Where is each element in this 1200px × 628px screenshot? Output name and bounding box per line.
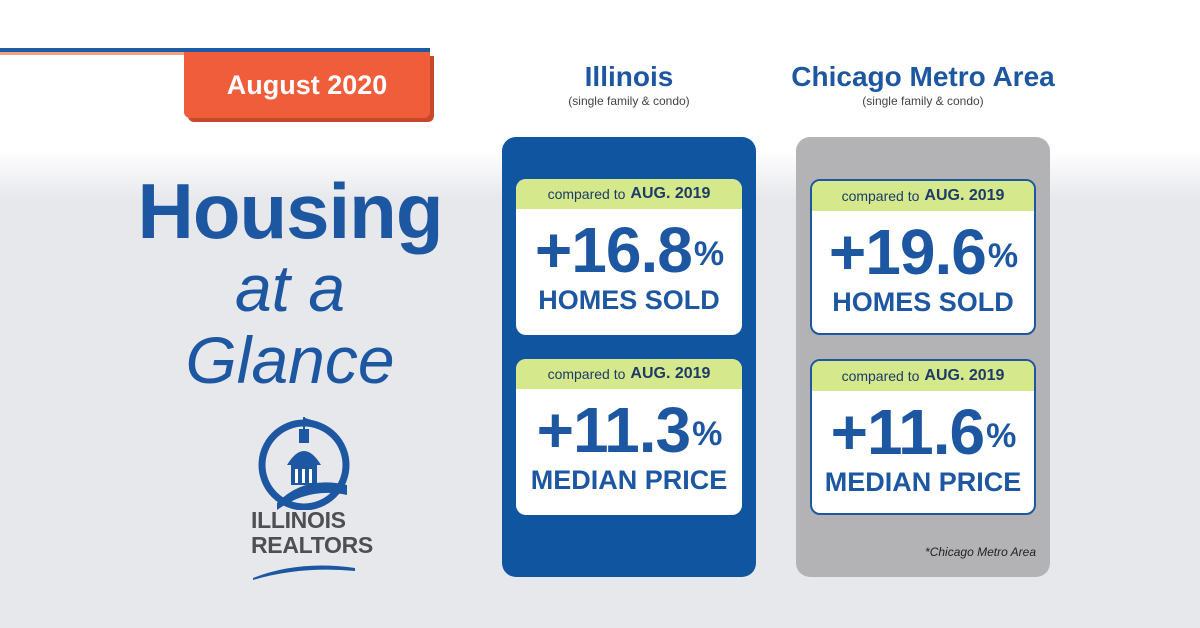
stat-card-median-price: compared to AUG. 2019 +11.6% MEDIAN PRIC… [810,359,1036,515]
comparison-bar: compared to AUG. 2019 [516,359,742,389]
column-title: Chicago Metro Area [791,61,1055,92]
stat-value: +11.3% [516,395,742,465]
stat-number: +19.6 [828,216,987,288]
stat-number: +16.8 [534,214,693,286]
comparison-period: AUG. 2019 [630,365,711,382]
stat-label: MEDIAN PRICE [530,465,728,495]
logo-line-1: ILLINOIS [251,507,346,533]
stat-label: HOMES SOLD [832,287,1014,317]
comparison-bar: compared to AUG. 2019 [812,181,1034,211]
stat-number: +11.6 [830,396,985,468]
comparison-period: AUG. 2019 [630,185,711,202]
stat-unit: % [693,235,724,273]
stat-value: +11.6% [812,397,1034,467]
headline-line-2: at a [234,251,346,325]
date-badge: August 2020 [184,52,430,118]
stat-unit: % [987,237,1018,275]
column-subtitle: (single family & condo) [862,94,984,108]
column-header-illinois: Illinois (single family & condo) [502,60,756,108]
stat-number: +11.3 [536,394,691,466]
stat-label: HOMES SOLD [538,285,720,315]
panel-illinois: compared to AUG. 2019 +16.8% HOMES SOLD … [502,137,756,577]
comparison-period: AUG. 2019 [924,367,1005,384]
stat-unit: % [986,417,1016,455]
headline: Housing at a Glance [100,170,480,396]
stat-card-homes-sold: compared to AUG. 2019 +19.6% HOMES SOLD [810,179,1036,335]
headline-line-1: Housing [137,167,444,255]
stat-value: +19.6% [812,217,1034,287]
capitol-dome-icon [258,417,350,510]
headline-line-3: Glance [185,323,395,397]
stat-card-median-price: compared to AUG. 2019 +11.3% MEDIAN PRIC… [516,359,742,515]
comparison-bar: compared to AUG. 2019 [812,361,1034,391]
logo-line-2: REALTORS [251,532,373,558]
comparison-prefix: compared to [547,366,626,382]
footnote: *Chicago Metro Area [925,545,1036,559]
column-header-chicago: Chicago Metro Area (single family & cond… [776,60,1070,108]
stat-card-homes-sold: compared to AUG. 2019 +16.8% HOMES SOLD [516,179,742,335]
comparison-prefix: compared to [547,186,626,202]
logo-swoosh-icon [253,565,355,580]
column-title: Illinois [584,61,674,92]
panel-chicago: compared to AUG. 2019 +19.6% HOMES SOLD … [796,137,1050,577]
stat-label: MEDIAN PRICE [824,467,1022,497]
column-subtitle: (single family & condo) [568,94,690,108]
illinois-realtors-logo: ILLINOIS REALTORS [245,415,373,580]
comparison-bar: compared to AUG. 2019 [516,179,742,209]
comparison-prefix: compared to [841,368,920,384]
comparison-period: AUG. 2019 [924,187,1005,204]
comparison-prefix: compared to [841,188,920,204]
stat-value: +16.8% [516,215,742,285]
stat-unit: % [692,415,722,453]
top-rule [0,48,430,52]
